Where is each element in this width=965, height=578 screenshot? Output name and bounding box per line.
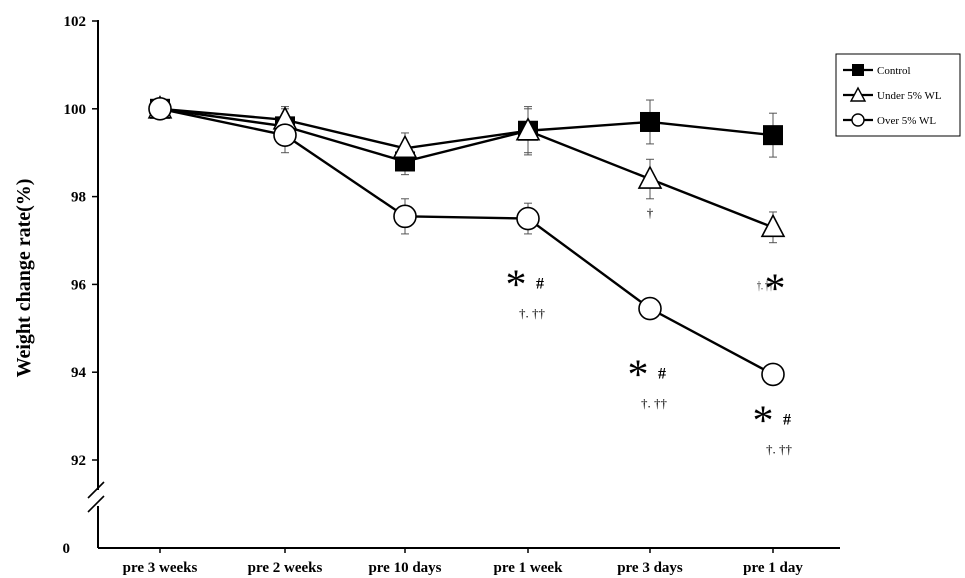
significance-dagger: †. †† [766, 441, 793, 456]
x-tick-label: pre 3 weeks [123, 560, 198, 576]
axis-break-mark [87, 495, 105, 513]
x-tick-label: pre 10 days [368, 560, 441, 576]
data-point [760, 213, 786, 238]
data-point [393, 204, 417, 229]
y-tick-label: 102 [64, 14, 87, 30]
x-tick-label: pre 1 day [743, 560, 803, 576]
legend: Control Under 5% WL Over 5% WL [835, 53, 961, 137]
legend-marker [849, 86, 867, 102]
series-over-5-wl [159, 107, 774, 376]
significance-dagger: †. †† [757, 277, 773, 292]
y-tick-label: 98 [71, 190, 86, 206]
legend-label: Control [877, 65, 911, 77]
annotation-layer: †* #†. ††* #†. †† * #†. ††*†. †† [506, 205, 793, 456]
significance-hash: # [783, 411, 791, 428]
series-under-5-wl [159, 106, 777, 244]
data-point [637, 165, 663, 189]
significance-hash: # [536, 276, 544, 293]
legend-marker [851, 113, 865, 127]
y-tick-label: 100 [64, 102, 87, 118]
series-line [159, 107, 774, 229]
series-line [159, 107, 774, 163]
x-tick-label: pre 1 week [494, 560, 564, 576]
significance-dagger: † [647, 205, 654, 220]
markers-under-5-wl [147, 95, 786, 238]
y-axis-title: Weight change rate(%) [13, 179, 35, 378]
data-point [148, 97, 172, 121]
series-layer [147, 95, 786, 387]
x-tick-label: pre 2 weeks [248, 560, 323, 576]
significance-dagger: †. †† [641, 396, 668, 411]
data-point [638, 296, 662, 321]
significance-hash: # [658, 366, 666, 383]
series-line [159, 107, 774, 376]
legend-label: Under 5% WL [877, 90, 942, 102]
significance-star: * [506, 263, 527, 309]
data-point [640, 111, 660, 132]
significance-star: * [765, 266, 786, 312]
significance-star: * [628, 353, 649, 399]
series-control [159, 99, 777, 176]
x-tick-label: pre 3 days [617, 560, 683, 576]
data-point [761, 362, 785, 387]
y-tick-label: 96 [71, 277, 87, 293]
legend-marker [852, 64, 864, 76]
markers-over-5-wl [148, 97, 785, 387]
axis-break-mark [87, 481, 105, 499]
y-tick-label: 94 [71, 365, 87, 381]
legend-circle [851, 113, 865, 127]
data-point [516, 206, 540, 231]
legend-label: Over 5% WL [877, 115, 936, 127]
legend-square [852, 64, 864, 76]
data-point [515, 117, 541, 141]
axes: 102 100 98 96 94 92 0 pre 3 weeks pre 2 weeks pre… [63, 14, 840, 576]
data-point [763, 125, 783, 146]
legend-triangle [849, 86, 867, 102]
significance-star: * [753, 398, 774, 444]
data-point [392, 134, 418, 159]
y-tick-label: 92 [71, 453, 86, 469]
data-point [273, 123, 297, 147]
markers-control [150, 98, 783, 172]
significance-dagger: †. †† [519, 306, 546, 321]
y-tick-label-zero: 0 [63, 541, 71, 557]
